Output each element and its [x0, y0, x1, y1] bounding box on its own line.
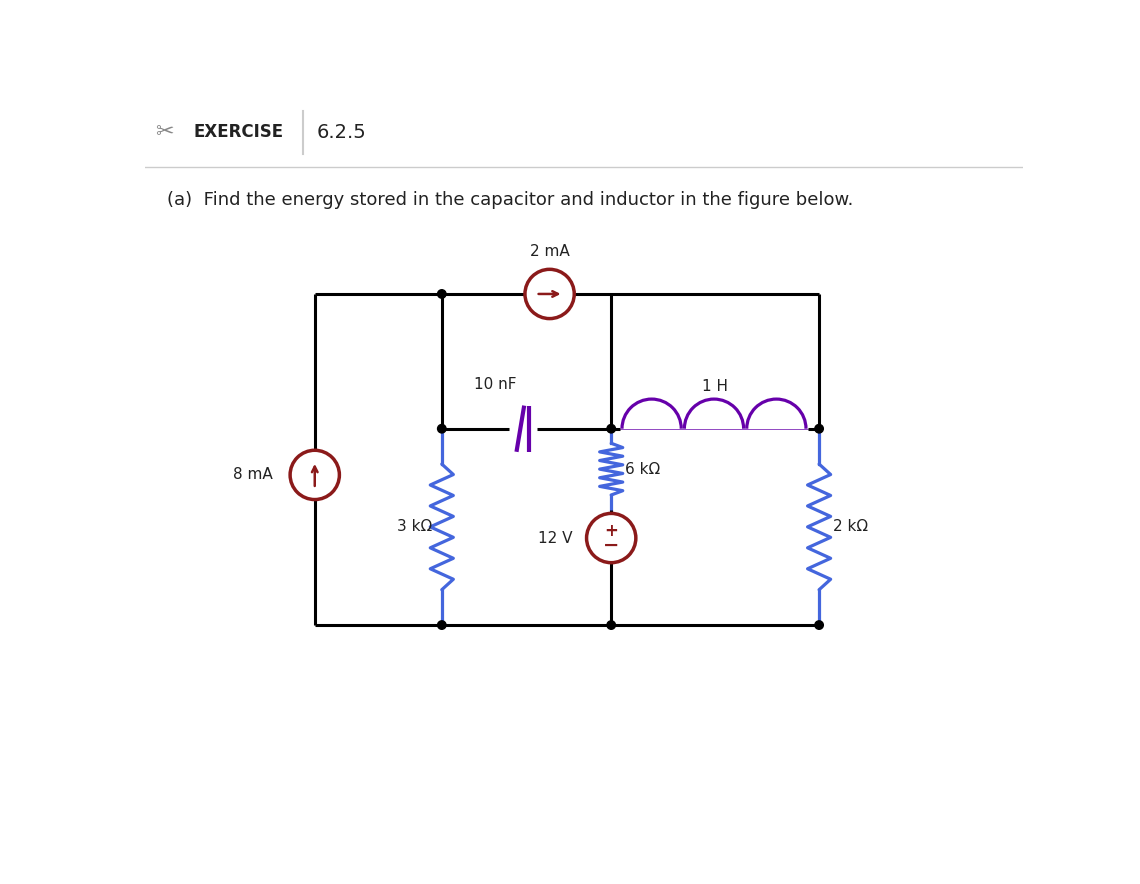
Circle shape — [606, 424, 616, 433]
Text: 8 mA: 8 mA — [233, 468, 272, 483]
Text: ✂: ✂ — [155, 122, 174, 142]
Text: 6 kΩ: 6 kΩ — [625, 461, 660, 476]
Text: 1 H: 1 H — [702, 379, 728, 394]
Circle shape — [606, 621, 616, 629]
Text: +: + — [604, 522, 618, 540]
Text: 2 kΩ: 2 kΩ — [833, 520, 868, 535]
Text: 2 mA: 2 mA — [530, 244, 570, 259]
Text: 3 kΩ: 3 kΩ — [398, 520, 432, 535]
Circle shape — [290, 450, 340, 499]
Text: 12 V: 12 V — [538, 530, 572, 545]
Circle shape — [587, 514, 636, 563]
Text: EXERCISE: EXERCISE — [193, 123, 283, 141]
Circle shape — [815, 424, 823, 433]
Circle shape — [524, 270, 575, 318]
Circle shape — [815, 621, 823, 629]
Text: 10 nF: 10 nF — [474, 377, 516, 392]
Circle shape — [438, 424, 446, 433]
Circle shape — [438, 621, 446, 629]
Text: −: − — [603, 537, 619, 555]
Circle shape — [438, 290, 446, 298]
Text: 6.2.5: 6.2.5 — [316, 123, 366, 141]
Text: (a)  Find the energy stored in the capacitor and inductor in the figure below.: (a) Find the energy stored in the capaci… — [166, 191, 853, 209]
